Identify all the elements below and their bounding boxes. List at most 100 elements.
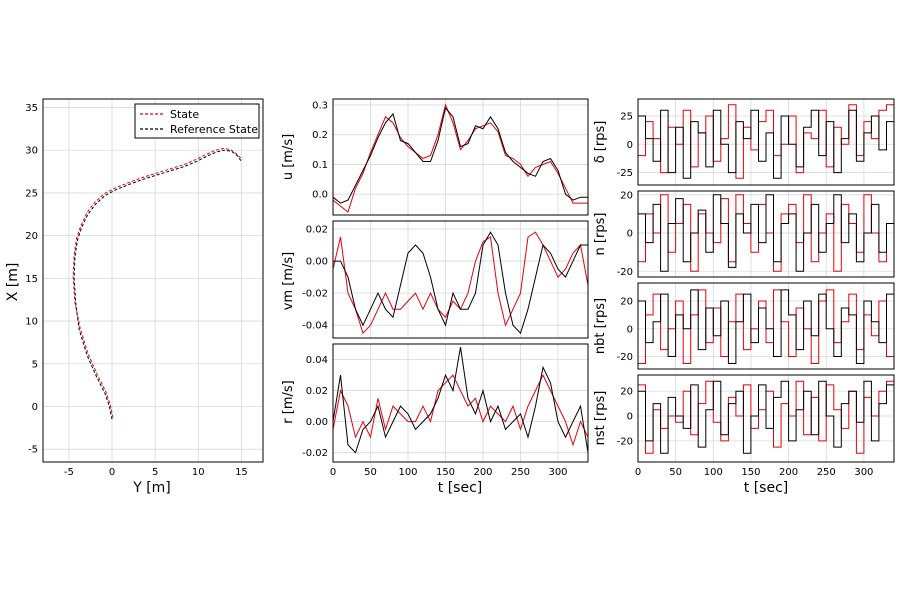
delta-ytick-label: 25 xyxy=(620,111,633,122)
u-ytick-label: 0.3 xyxy=(312,100,328,111)
vm-ytick-label: -0.04 xyxy=(302,321,328,332)
traj-xlabel: Y [m] xyxy=(132,480,171,496)
trajectory-ytick-label: 25 xyxy=(25,188,38,199)
nst-ytick-label: 20 xyxy=(620,387,633,398)
nst-xtick-label: 200 xyxy=(779,467,798,478)
nbt-ytick-label: 20 xyxy=(620,297,633,308)
r-series-state xyxy=(333,373,588,447)
trajectory-xtick-label: 15 xyxy=(235,467,248,478)
trajectory-xtick-label: 0 xyxy=(109,467,115,478)
nbt-ytick-label: 0 xyxy=(627,324,633,335)
nst-xtick-label: 300 xyxy=(854,467,873,478)
nst-xtick-label: 0 xyxy=(635,467,641,478)
trajectory-ytick-label: 15 xyxy=(25,274,38,285)
nst-ylabel: nst [rps] xyxy=(593,391,608,446)
delta-frame xyxy=(637,98,895,186)
u-series-state xyxy=(333,103,588,213)
vm-ytick-label: 0.02 xyxy=(306,225,328,236)
nst-ytick-label: 0 xyxy=(627,412,633,423)
r-ytick-label: 0.02 xyxy=(306,386,328,397)
ship-outline xyxy=(163,164,176,173)
vm-ytick-label: 0.00 xyxy=(306,257,328,268)
legend: State Reference State xyxy=(134,103,260,139)
panel-r: -0.02 0.00 0.02 0.04 0 50 100 150 200 250 300 xyxy=(302,343,589,478)
trajectory-ytick-label: 0 xyxy=(32,402,38,413)
panel-vm: -0.04 -0.02 0.00 0.02 xyxy=(302,220,589,339)
panel-n: -20 0 20 xyxy=(617,190,895,278)
trajectory-ytick-label: 35 xyxy=(25,103,38,114)
nbt-frame xyxy=(637,282,895,370)
trajectory-frame xyxy=(42,98,264,463)
legend-state-label: State xyxy=(170,108,199,121)
nbt-ytick-label: -20 xyxy=(617,352,633,363)
delta-series-reference xyxy=(638,109,894,179)
trajectory-ytick-label: 5 xyxy=(32,359,38,370)
ship-outline xyxy=(224,143,237,155)
r-xtick-label: 300 xyxy=(548,467,567,478)
r-xtick-label: 200 xyxy=(473,467,492,478)
panel-trajectory: -5 0 5 10 15 20 25 30 35 -5 0 5 10 15 xyxy=(25,98,264,478)
nst-xtick-label: 250 xyxy=(817,467,836,478)
r-ylabel: r [m/s] xyxy=(281,380,296,423)
right-xlabel: t [sec] xyxy=(744,480,788,496)
u-frame xyxy=(332,98,589,216)
nst-ytick-label: -20 xyxy=(617,436,633,447)
traj-ylabel: X [m] xyxy=(5,263,21,302)
u-ytick-label: 0.2 xyxy=(312,130,328,141)
u-ytick-label: 0.0 xyxy=(312,190,328,201)
trajectory-ytick-label: 20 xyxy=(25,231,38,242)
legend-reference-label: Reference State xyxy=(170,123,258,136)
trajectory-xtick-label: 10 xyxy=(192,467,205,478)
n-frame xyxy=(637,190,895,278)
nst-frame xyxy=(637,374,895,463)
panel-u: 0.0 0.1 0.2 0.3 xyxy=(312,98,589,216)
r-ytick-label: -0.02 xyxy=(302,448,328,459)
r-xtick-label: 0 xyxy=(330,467,336,478)
n-series-reference xyxy=(638,194,894,272)
trajectory-series-reference xyxy=(73,149,242,420)
delta-ylabel: δ [rps] xyxy=(593,121,608,164)
panel-delta: -25 0 25 xyxy=(617,98,895,186)
n-ylabel: n [rps] xyxy=(593,213,608,256)
legend-box xyxy=(134,103,260,139)
r-grid xyxy=(332,344,588,462)
nbt-series-reference xyxy=(638,289,894,364)
vm-series-reference xyxy=(333,231,588,335)
u-grid xyxy=(332,99,588,215)
vm-ytick-label: -0.02 xyxy=(302,289,328,300)
mid-xlabel: t [sec] xyxy=(438,480,482,496)
n-ytick-label: 0 xyxy=(627,229,633,240)
nst-series-reference xyxy=(638,380,894,454)
r-xtick-label: 250 xyxy=(511,467,530,478)
vm-series-state xyxy=(333,231,588,335)
panel-nbt: -20 0 20 xyxy=(617,282,895,370)
ship-outline xyxy=(98,188,111,199)
u-series-reference xyxy=(333,106,588,204)
u-ylabel: u [m/s] xyxy=(281,134,296,180)
ship-outline xyxy=(177,160,190,170)
n-ytick-label: 20 xyxy=(620,190,633,201)
r-ytick-label: 0.00 xyxy=(306,417,328,428)
trajectory-ytick-label: -5 xyxy=(28,445,38,456)
trajectory-series-state xyxy=(72,147,243,418)
nst-xtick-label: 150 xyxy=(741,467,760,478)
vm-frame xyxy=(332,220,589,339)
nst-xtick-label: 100 xyxy=(704,467,723,478)
delta-ytick-label: -25 xyxy=(617,168,633,179)
trajectory-ytick-label: 30 xyxy=(25,146,38,157)
vm-ylabel: vm [m/s] xyxy=(281,252,296,310)
r-series-reference xyxy=(333,347,588,454)
trajectory-ytick-label: 10 xyxy=(25,317,38,328)
u-ytick-label: 0.1 xyxy=(312,160,328,171)
ship-outline xyxy=(70,249,78,262)
vm-grid xyxy=(332,221,588,338)
delta-ytick-label: 0 xyxy=(627,140,633,151)
r-xtick-label: 150 xyxy=(436,467,455,478)
nbt-ylabel: nbt [rps] xyxy=(593,298,608,354)
n-ytick-label: -20 xyxy=(617,267,633,278)
r-frame xyxy=(332,343,589,463)
r-xtick-label: 50 xyxy=(364,467,377,478)
r-ytick-label: 0.04 xyxy=(306,355,328,366)
